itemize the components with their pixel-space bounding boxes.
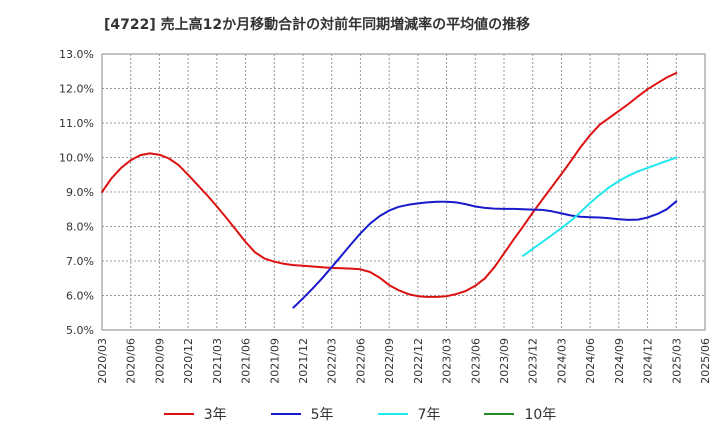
x-tick-label: 2023/12 [527, 338, 540, 384]
y-axis-ticks: 5.0% 6.0% 7.0% 8.0% 9.0% 10.0% 11.0% 12.0% 13.0% [59, 48, 94, 337]
x-tick-label: 2025/03 [670, 338, 683, 384]
x-tick-label: 2022/09 [383, 338, 396, 384]
y-tick-label: 13.0% [59, 48, 94, 61]
y-tick-label: 9.0% [66, 186, 94, 199]
x-tick-label: 2022/03 [326, 338, 339, 384]
y-tick-label: 6.0% [66, 290, 94, 303]
legend: 3年 5年 7年 10年 [0, 404, 720, 424]
x-tick-label: 2025/06 [699, 338, 712, 384]
legend-item: 5年 [270, 404, 334, 424]
x-tick-label: 2024/06 [584, 338, 597, 384]
series-line-5年 [292, 200, 678, 309]
legend-swatch [484, 413, 515, 415]
x-tick-label: 2022/06 [354, 338, 367, 384]
x-tick-label: 2020/03 [96, 338, 109, 384]
x-tick-label: 2021/12 [297, 338, 310, 384]
y-tick-label: 12.0% [59, 83, 94, 96]
legend-label: 5年 [310, 407, 334, 423]
x-tick-label: 2020/12 [182, 338, 195, 384]
x-tick-label: 2024/09 [613, 338, 626, 384]
series-line-3年 [101, 72, 678, 298]
x-tick-label: 2023/06 [469, 338, 482, 384]
legend-swatch [377, 413, 408, 415]
series-line-7年 [522, 156, 678, 257]
y-tick-label: 7.0% [66, 255, 94, 268]
x-tick-label: 2023/03 [441, 338, 454, 384]
series-lines [101, 72, 678, 309]
x-axis-ticks: 2020/03 2020/06 2020/09 2020/12 2021/03 2021/… [96, 338, 712, 384]
y-tick-label: 11.0% [59, 117, 94, 130]
chart-title: [4722] 売上高12か月移動合計の対前年同期増減率の平均値の推移 [104, 17, 531, 33]
legend-item: 7年 [377, 404, 441, 424]
y-tick-label: 8.0% [66, 221, 94, 234]
x-tick-label: 2024/03 [555, 338, 568, 384]
y-tick-label: 10.0% [59, 152, 94, 165]
legend-item: 3年 [163, 404, 227, 424]
legend-item: 10年 [484, 404, 556, 424]
x-tick-label: 2021/09 [268, 338, 281, 384]
legend-label: 10年 [524, 407, 557, 423]
x-tick-label: 2020/06 [125, 338, 138, 384]
grid-lines [102, 54, 705, 330]
x-tick-label: 2024/12 [642, 338, 655, 384]
legend-swatch [270, 413, 301, 415]
x-tick-label: 2022/12 [412, 338, 425, 384]
legend-label: 3年 [203, 407, 227, 423]
legend-swatch [163, 413, 194, 415]
x-tick-label: 2021/03 [211, 338, 224, 384]
x-tick-label: 2020/09 [153, 338, 166, 384]
x-tick-label: 2023/09 [498, 338, 511, 384]
y-tick-label: 5.0% [66, 324, 94, 337]
line-chart: 5.0% 6.0% 7.0% 8.0% 9.0% 10.0% 11.0% 12.0% 13.0%… [59, 48, 712, 384]
x-tick-label: 2021/06 [240, 338, 253, 384]
legend-label: 7年 [417, 407, 441, 423]
